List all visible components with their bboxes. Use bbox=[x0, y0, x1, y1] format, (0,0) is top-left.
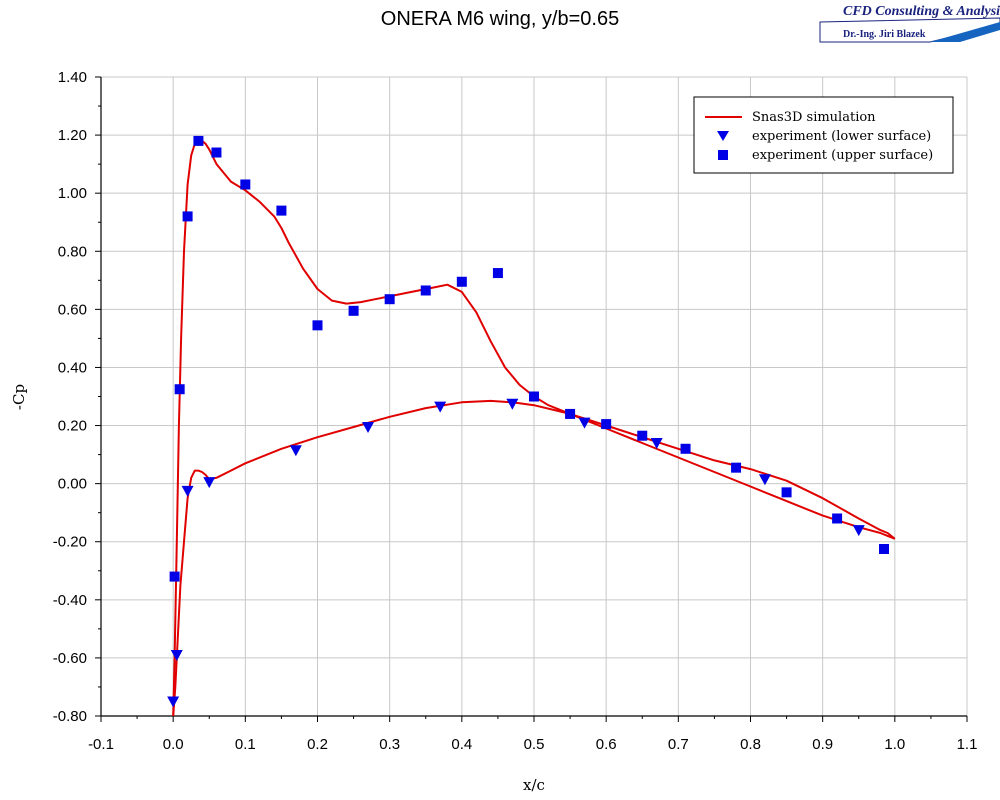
y-tick-label: -0.60 bbox=[53, 650, 87, 667]
upper-surface-point bbox=[174, 384, 185, 395]
lower-surface-point bbox=[578, 417, 591, 429]
legend-swatch-upper bbox=[718, 150, 728, 160]
upper-surface-point bbox=[182, 211, 193, 222]
logo-swoosh-accent bbox=[930, 22, 1000, 42]
lower-surface-point bbox=[650, 437, 663, 449]
y-tick-label: 1.40 bbox=[58, 69, 87, 86]
x-tick-label: 0.9 bbox=[812, 736, 833, 753]
y-tick-label: 0.00 bbox=[58, 476, 87, 493]
upper-surface-point bbox=[456, 276, 467, 287]
legend-label-simulation: Snas3D simulation bbox=[752, 110, 876, 125]
upper-surface-point bbox=[832, 513, 843, 524]
y-tick-label: 0.40 bbox=[58, 359, 87, 376]
upper-surface-point bbox=[348, 305, 359, 316]
x-tick-label: -0.1 bbox=[88, 736, 114, 753]
y-tick-label: 1.00 bbox=[58, 185, 87, 202]
upper-surface-point bbox=[601, 419, 612, 430]
simulation-line-lower bbox=[172, 399, 896, 717]
upper-surface-point bbox=[193, 135, 204, 146]
x-tick-label: 1.1 bbox=[957, 736, 978, 753]
axes bbox=[95, 76, 968, 722]
lower-surface-point bbox=[289, 445, 302, 457]
upper-surface-point bbox=[731, 462, 742, 473]
y-tick-label: 1.20 bbox=[58, 127, 87, 144]
y-tick-label: 0.60 bbox=[58, 301, 87, 318]
x-tick-label: 1.0 bbox=[884, 736, 905, 753]
x-tick-label: 0.7 bbox=[668, 736, 689, 753]
upper-surface-point bbox=[565, 408, 576, 419]
upper-surface-point bbox=[680, 443, 691, 454]
upper-surface-point bbox=[276, 205, 287, 216]
upper-surface-point bbox=[492, 268, 503, 279]
legend-box bbox=[693, 96, 954, 174]
upper-surface-point bbox=[240, 179, 251, 190]
logo-company-name: CFD Consulting & Analysis bbox=[843, 4, 1000, 19]
lower-surface-point bbox=[167, 696, 180, 708]
y-tick-label: 0.20 bbox=[58, 418, 87, 435]
x-tick-label: 0.1 bbox=[235, 736, 256, 753]
y-tick-label: 0.80 bbox=[58, 243, 87, 260]
legend-label-upper: experiment (upper surface) bbox=[752, 148, 933, 163]
upper-surface-point bbox=[637, 430, 648, 441]
logo-person-name: Dr.-Ing. Jiri Blazek bbox=[843, 29, 926, 40]
x-tick-label: 0.2 bbox=[307, 736, 328, 753]
y-axis-label: -Cp bbox=[10, 384, 28, 410]
plot-area bbox=[167, 135, 896, 717]
upper-surface-point bbox=[420, 285, 431, 296]
lower-surface-point bbox=[434, 401, 447, 413]
x-tick-label: 0.5 bbox=[524, 736, 545, 753]
chart-title: ONERA M6 wing, y/b=0.65 bbox=[381, 8, 619, 30]
upper-surface-point bbox=[879, 543, 890, 554]
upper-surface-point bbox=[781, 487, 792, 498]
lower-surface-point bbox=[506, 398, 519, 410]
lower-surface-point bbox=[203, 477, 216, 489]
x-tick-label: 0.8 bbox=[740, 736, 761, 753]
x-tick-label: 0.3 bbox=[379, 736, 400, 753]
x-tick-label: 0.0 bbox=[163, 736, 184, 753]
x-axis-label: x/c bbox=[523, 776, 545, 794]
y-tick-label: -0.80 bbox=[53, 708, 87, 725]
legend-swatch-lower bbox=[717, 131, 729, 141]
upper-surface-point bbox=[169, 571, 180, 582]
legend-label-lower: experiment (lower surface) bbox=[752, 129, 931, 144]
lower-surface-point bbox=[852, 525, 865, 537]
upper-surface-point bbox=[211, 147, 222, 158]
x-tick-labels: -0.1 0.0 0.1 0.2 0.3 0.4 0.5 0.6 0.7 0.8 0.9 1.0 1.1 bbox=[88, 736, 977, 753]
y-tick-label: -0.20 bbox=[53, 534, 87, 551]
grid bbox=[100, 76, 968, 717]
legend: Snas3D simulation experiment (lower surf… bbox=[693, 96, 954, 174]
y-tick-label: -0.40 bbox=[53, 592, 87, 609]
lower-surface-point bbox=[181, 485, 194, 497]
upper-surface-point bbox=[529, 391, 539, 402]
y-tick-labels: -0.80 -0.60 -0.40 -0.20 0.00 0.20 0.40 0.60 0.80… bbox=[53, 69, 87, 725]
company-logo: CFD Consulting & Analysis Dr.-Ing. Jiri … bbox=[819, 4, 1000, 43]
upper-surface-point bbox=[312, 320, 323, 331]
lower-surface-point bbox=[758, 474, 771, 486]
lower-surface-point bbox=[362, 421, 375, 433]
upper-surface-point bbox=[384, 294, 395, 305]
lower-surface-point bbox=[170, 650, 183, 662]
x-tick-label: 0.6 bbox=[596, 736, 617, 753]
x-tick-label: 0.4 bbox=[451, 736, 472, 753]
